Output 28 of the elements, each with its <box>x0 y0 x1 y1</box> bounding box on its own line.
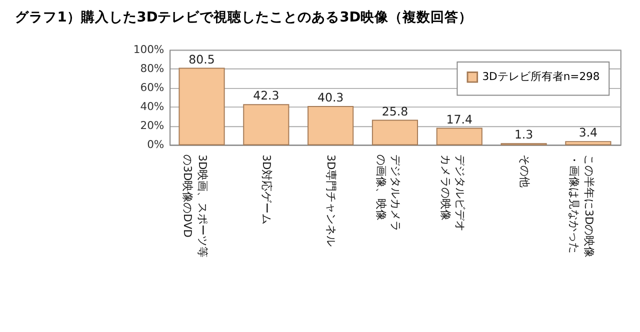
legend-label: 3Dテレビ所有者n=298 <box>482 70 600 84</box>
data-label: 25.8 <box>382 104 408 118</box>
bar <box>436 128 482 146</box>
data-label: 42.3 <box>253 88 280 103</box>
x-tick-label: 3D専門チャンネル <box>324 154 338 247</box>
bar <box>243 104 290 146</box>
bar <box>308 106 354 146</box>
bar <box>372 120 418 146</box>
data-label: 40.3 <box>317 90 344 105</box>
y-tick-label: 60% <box>140 81 164 94</box>
data-label: 80.5 <box>188 52 215 66</box>
y-tick-label: 100% <box>133 43 164 56</box>
y-tick-label: 0% <box>147 138 164 152</box>
x-tick-label: この半年に3Dの映像・画像は見なかった <box>568 154 596 258</box>
x-tick-label: デジタルビデオカメラの映像 <box>438 154 466 232</box>
y-tick-label: 20% <box>140 119 164 132</box>
y-tick-label: 40% <box>140 100 164 114</box>
bar <box>178 68 225 146</box>
chart-title: グラフ1）購入した3Dテレビで視聴したことのある3D映像（複数回答） <box>15 8 473 26</box>
data-label: 3.4 <box>578 126 598 140</box>
data-label: 1.3 <box>514 128 534 142</box>
x-tick-label: 3D映画、スポーツ等の3D映像のDVD <box>181 154 209 258</box>
x-tick-label: その他 <box>518 154 531 188</box>
y-tick-label: 80% <box>140 62 164 76</box>
x-tick-label: 3D対応ゲーム <box>260 154 274 225</box>
bar <box>565 141 612 146</box>
data-label: 17.4 <box>446 112 472 126</box>
x-tick-label: デジタルカメラの画像、映像 <box>374 154 402 232</box>
